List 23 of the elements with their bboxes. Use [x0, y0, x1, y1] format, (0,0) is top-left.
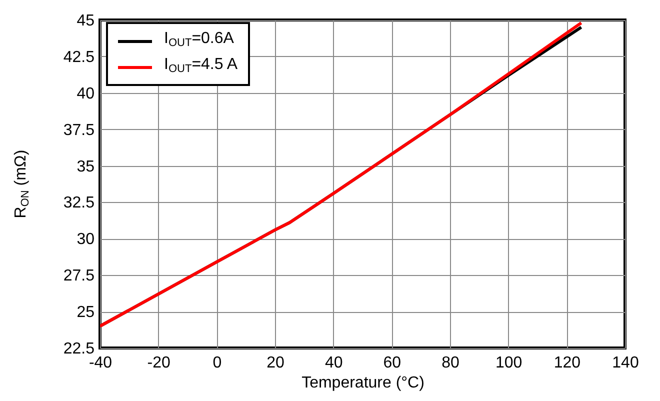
y-tick-label: 40: [76, 85, 95, 102]
x-tick-label: -20: [147, 354, 170, 372]
x-tick-label: 0: [212, 354, 222, 372]
legend-label: I$_{OUT}$=0.6A: [164, 29, 234, 51]
x-tick-label: 100: [495, 354, 522, 372]
x-tick-label: 120: [554, 354, 581, 372]
legend-label: I$_{OUT}$=4.5 A: [164, 55, 238, 77]
y-tick-label: 25: [76, 304, 95, 322]
x-tick-label: 60: [383, 354, 402, 372]
y-tick-label: 22.5: [63, 340, 95, 358]
y-tick-label: 32.5: [63, 194, 95, 212]
x-tick-label: -40: [88, 354, 112, 372]
y-tick-label: 37.5: [63, 122, 95, 139]
x-tick-label: 20: [266, 354, 284, 372]
y-tick-label: 35: [76, 158, 95, 176]
y-tick-label: 42.5: [63, 48, 95, 66]
x-tick-label: 140: [612, 354, 639, 372]
y-tick-label: 30: [76, 231, 95, 248]
y-tick-label: 45: [76, 12, 95, 30]
x-tick-label: 40: [324, 354, 343, 372]
x-axis-title: Temperature (°C): [302, 374, 424, 392]
y-tick-label: 27.5: [63, 268, 95, 285]
x-tick-label: 80: [442, 354, 460, 372]
